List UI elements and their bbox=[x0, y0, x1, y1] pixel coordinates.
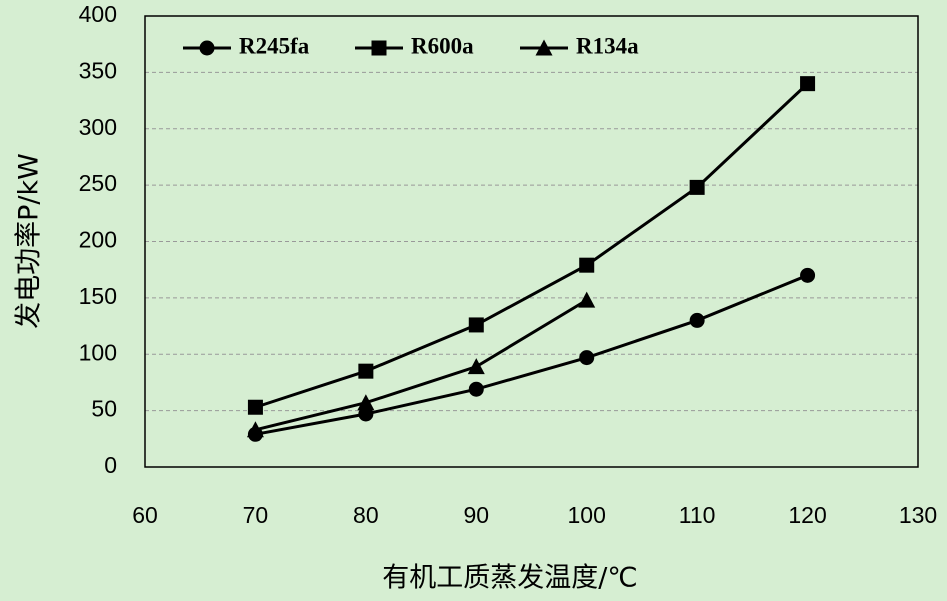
x-tick-label: 70 bbox=[243, 502, 269, 528]
x-tick-label: 80 bbox=[353, 502, 379, 528]
plot-frame bbox=[144, 15, 919, 468]
data-point bbox=[247, 399, 263, 415]
series-line bbox=[254, 82, 809, 409]
data-point bbox=[358, 363, 374, 379]
y-tick-label: 150 bbox=[79, 283, 117, 309]
y-tick-label: 250 bbox=[79, 170, 117, 196]
data-point bbox=[578, 291, 596, 308]
y-tick-label: 50 bbox=[91, 396, 117, 422]
data-point bbox=[689, 179, 705, 195]
legend-marker bbox=[535, 39, 553, 56]
y-axis-title: 发电功率P/kW bbox=[14, 153, 45, 329]
x-tick-label: 90 bbox=[463, 502, 489, 528]
data-point bbox=[357, 394, 375, 411]
y-tick-label: 200 bbox=[79, 227, 117, 253]
y-tick-label: 400 bbox=[79, 1, 117, 27]
x-tick-label: 100 bbox=[568, 502, 606, 528]
series-line bbox=[255, 273, 809, 436]
legend-label: R245fa bbox=[239, 33, 310, 58]
legend-marker bbox=[199, 40, 215, 56]
data-point bbox=[468, 317, 484, 333]
data-point bbox=[689, 312, 705, 328]
data-point bbox=[358, 406, 374, 422]
data-point bbox=[467, 358, 485, 375]
y-tick-label: 350 bbox=[79, 57, 117, 83]
legend-label: R134a bbox=[576, 33, 639, 58]
y-tick-label: 0 bbox=[104, 452, 117, 478]
x-axis-title: 有机工质蒸发温度/℃ bbox=[382, 563, 637, 594]
x-tick-label: 110 bbox=[679, 502, 716, 528]
data-point bbox=[468, 381, 484, 397]
legend-marker bbox=[371, 40, 387, 56]
y-tick-label: 300 bbox=[79, 114, 117, 140]
x-tick-label: 60 bbox=[132, 502, 158, 528]
legend-label: R600a bbox=[411, 33, 474, 58]
series-line bbox=[255, 298, 588, 432]
x-tick-label: 120 bbox=[788, 502, 826, 528]
data-point bbox=[800, 76, 816, 92]
x-tick-label: 130 bbox=[899, 502, 937, 528]
data-point bbox=[800, 267, 816, 283]
data-point bbox=[579, 257, 595, 273]
data-point bbox=[246, 421, 264, 438]
y-tick-label: 100 bbox=[79, 339, 117, 365]
data-point bbox=[579, 350, 595, 366]
